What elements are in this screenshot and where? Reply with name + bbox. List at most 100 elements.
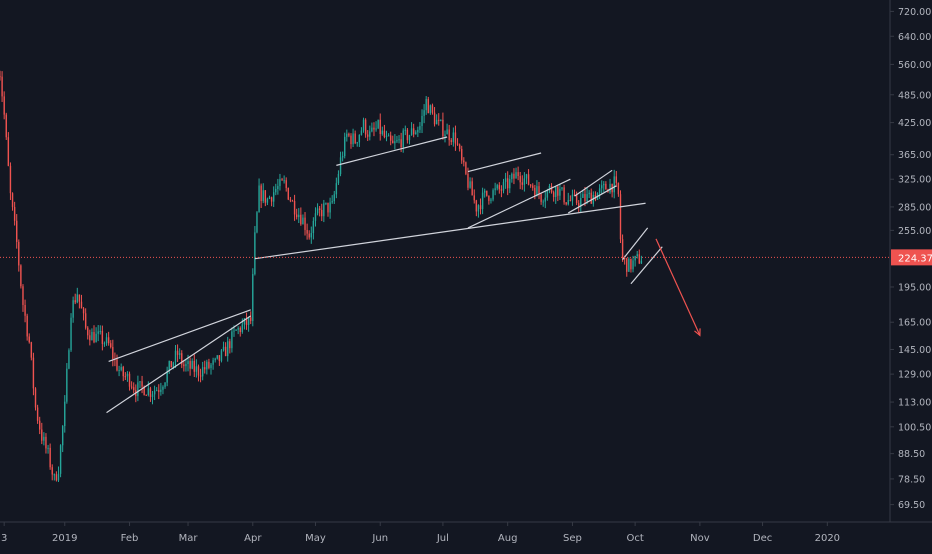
candle	[139, 381, 141, 389]
candle-body	[193, 360, 195, 372]
candle-body	[245, 318, 248, 325]
candle	[155, 387, 158, 392]
candle-body	[185, 364, 187, 367]
candle	[542, 199, 544, 207]
candle	[310, 226, 312, 244]
x-tick-label: Jun	[371, 533, 388, 544]
candle	[521, 175, 524, 190]
candle-body	[567, 200, 569, 205]
y-axis[interactable]: 720.00 640.00 560.00 485.00 425.00 365.00 325.…	[890, 7, 931, 511]
candle-body	[435, 119, 438, 125]
candle	[78, 294, 81, 309]
candle-body	[91, 332, 93, 341]
candle	[1, 71, 3, 102]
candle-body	[346, 133, 348, 137]
candle-body	[454, 132, 457, 144]
trendline[interactable]	[108, 309, 251, 363]
trendline[interactable]	[574, 169, 613, 197]
candle-body	[197, 366, 200, 376]
candle-body	[540, 194, 542, 202]
candle-body	[120, 367, 122, 370]
trendline[interactable]	[336, 136, 448, 166]
candle-body	[425, 99, 427, 111]
trendline[interactable]	[630, 246, 663, 285]
candle	[600, 180, 603, 194]
candle-body	[101, 330, 104, 344]
trendline[interactable]	[106, 315, 252, 414]
candle	[250, 311, 252, 325]
candle-body	[385, 135, 388, 137]
candle	[417, 126, 419, 138]
candle-body	[26, 315, 28, 337]
candle	[61, 425, 64, 453]
candle-body	[76, 294, 79, 303]
candle-body	[112, 347, 114, 359]
candle-body	[122, 367, 124, 377]
y-tick-label: 165.00	[898, 318, 931, 329]
candle	[206, 359, 208, 375]
candle	[304, 212, 306, 236]
candle	[408, 134, 411, 145]
candle	[72, 296, 74, 323]
candle-body	[511, 173, 513, 180]
candle-body	[640, 260, 643, 264]
forecast-arrow-line[interactable]	[655, 238, 701, 336]
candle	[500, 185, 503, 198]
candle	[7, 132, 10, 167]
trendline[interactable]	[467, 152, 542, 173]
candle-body	[20, 265, 22, 287]
candle-body	[74, 300, 76, 303]
candle-body	[565, 202, 567, 205]
candle-body	[381, 130, 384, 134]
candle	[626, 257, 628, 277]
x-axis[interactable]: 3 2019 Feb Mar Apr May Jun Jul Aug Sep Oct Nov Dec 20…	[1, 522, 840, 544]
candle-body	[153, 390, 156, 395]
candle	[212, 357, 214, 370]
candle	[124, 372, 127, 381]
candle-body	[586, 194, 588, 202]
candle	[544, 190, 546, 209]
candle	[256, 211, 258, 234]
candle	[603, 181, 605, 192]
candle	[613, 169, 615, 199]
candle-body	[312, 220, 315, 234]
candle-body	[260, 185, 262, 202]
candle	[11, 192, 14, 211]
candle	[321, 203, 323, 222]
candle-body	[626, 258, 628, 272]
candle-body	[118, 369, 120, 371]
candle	[235, 329, 237, 331]
candle-body	[427, 99, 429, 114]
candle-body	[141, 381, 143, 387]
trendline[interactable]	[622, 227, 649, 260]
y-tick-label: 720.00	[898, 7, 931, 18]
y-tick-label: 365.00	[898, 150, 931, 161]
candle-body	[143, 386, 145, 395]
candle	[632, 255, 634, 273]
trendline[interactable]	[254, 202, 646, 260]
candle-body	[126, 373, 129, 377]
x-tick-label: Jul	[436, 533, 449, 544]
candle-body	[488, 195, 490, 201]
candle-body	[11, 193, 14, 207]
candle-body	[103, 343, 106, 345]
candle-body	[375, 128, 377, 130]
trendline[interactable]	[467, 178, 571, 229]
candle-body	[444, 134, 446, 137]
trendline[interactable]	[567, 185, 617, 214]
y-tick-label: 640.00	[898, 32, 931, 43]
candle	[640, 255, 643, 264]
candle	[38, 416, 41, 435]
candle	[28, 333, 30, 344]
candle	[404, 125, 407, 136]
candle-body	[266, 198, 269, 203]
candle-body	[477, 205, 480, 212]
candle-body	[306, 229, 308, 234]
candle-body	[609, 183, 611, 193]
candle	[421, 109, 423, 134]
candle	[0, 70, 1, 81]
candle	[552, 190, 555, 202]
